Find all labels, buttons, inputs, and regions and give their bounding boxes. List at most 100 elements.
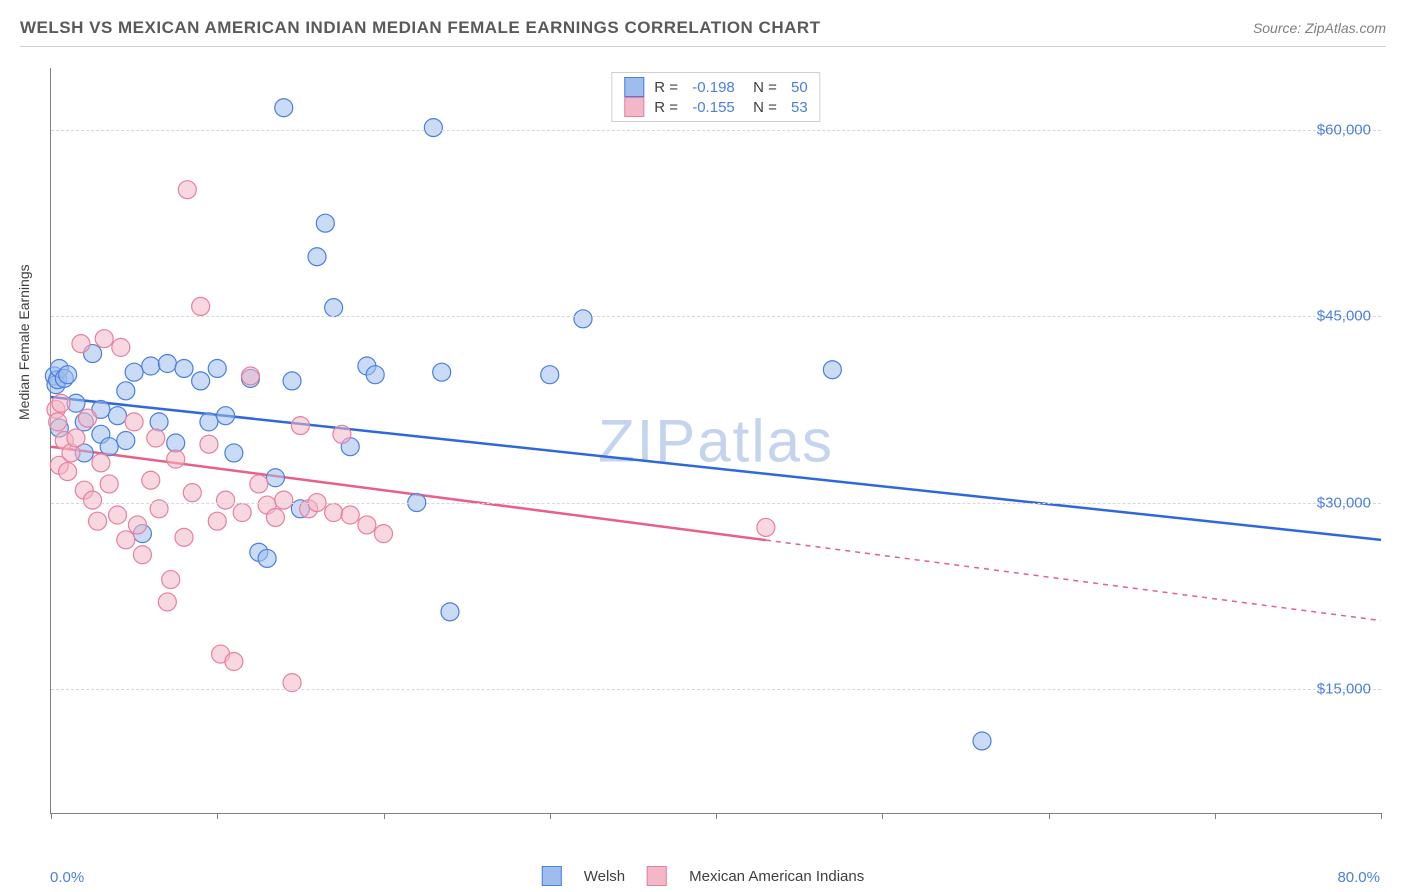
source-attribution: Source: ZipAtlas.com <box>1253 20 1386 36</box>
r-value-welsh: -0.198 <box>692 79 735 96</box>
data-point <box>308 248 326 266</box>
legend-swatch-mexican <box>647 866 667 886</box>
series-legend: Welsh Mexican American Indians <box>542 866 865 886</box>
data-point <box>142 471 160 489</box>
data-point <box>242 367 260 385</box>
y-tick-label: $60,000 <box>1317 122 1371 139</box>
data-point <box>167 434 185 452</box>
data-point <box>92 454 110 472</box>
swatch-welsh <box>624 77 644 97</box>
data-point <box>49 413 67 431</box>
data-point <box>366 366 384 384</box>
data-point <box>757 518 775 536</box>
trend-line-extrapolated <box>766 540 1381 620</box>
y-axis-label: Median Female Earnings <box>16 264 32 420</box>
gridline <box>51 503 1381 504</box>
x-tick <box>1381 813 1382 819</box>
data-point <box>258 549 276 567</box>
header: WELSH VS MEXICAN AMERICAN INDIAN MEDIAN … <box>20 18 1386 47</box>
data-point <box>67 429 85 447</box>
y-tick-label: $15,000 <box>1317 680 1371 697</box>
data-point <box>147 429 165 447</box>
x-tick <box>550 813 551 819</box>
data-point <box>973 732 991 750</box>
data-point <box>200 435 218 453</box>
data-point <box>117 432 135 450</box>
data-point <box>100 438 118 456</box>
legend-swatch-welsh <box>542 866 562 886</box>
data-point <box>59 366 77 384</box>
data-point <box>233 504 251 522</box>
data-point <box>208 512 226 530</box>
data-point <box>541 366 559 384</box>
x-tick <box>51 813 52 819</box>
n-value-welsh: 50 <box>791 79 808 96</box>
x-tick <box>217 813 218 819</box>
data-point <box>225 653 243 671</box>
data-point <box>266 508 284 526</box>
chart-title: WELSH VS MEXICAN AMERICAN INDIAN MEDIAN … <box>20 18 821 38</box>
data-point <box>52 394 70 412</box>
data-point <box>100 475 118 493</box>
swatch-mexican <box>624 97 644 117</box>
data-point <box>178 181 196 199</box>
data-point <box>358 516 376 534</box>
data-point <box>424 119 442 137</box>
x-tick <box>716 813 717 819</box>
data-point <box>128 516 146 534</box>
data-point <box>117 382 135 400</box>
legend-row-welsh: R = -0.198 N = 50 <box>624 77 807 97</box>
data-point <box>117 531 135 549</box>
plot-area: ZIPatlas R = -0.198 N = 50 R = -0.155 N … <box>50 68 1381 814</box>
data-point <box>150 413 168 431</box>
data-point <box>341 506 359 524</box>
y-tick-label: $30,000 <box>1317 494 1371 511</box>
data-point <box>823 361 841 379</box>
data-point <box>175 528 193 546</box>
data-point <box>72 335 90 353</box>
gridline <box>51 689 1381 690</box>
data-point <box>167 450 185 468</box>
data-point <box>325 299 343 317</box>
r-value-mexican: -0.155 <box>692 99 735 116</box>
data-point <box>441 603 459 621</box>
data-point <box>433 363 451 381</box>
x-tick <box>1215 813 1216 819</box>
data-point <box>158 355 176 373</box>
data-point <box>125 413 143 431</box>
data-point <box>375 525 393 543</box>
legend-row-mexican: R = -0.155 N = 53 <box>624 97 807 117</box>
data-point <box>175 359 193 377</box>
data-point <box>192 372 210 390</box>
data-point <box>112 338 130 356</box>
y-tick-label: $45,000 <box>1317 308 1371 325</box>
data-point <box>89 512 107 530</box>
data-point <box>142 357 160 375</box>
data-point <box>316 214 334 232</box>
data-point <box>225 444 243 462</box>
data-point <box>109 506 127 524</box>
trend-line <box>51 447 766 540</box>
n-value-mexican: 53 <box>791 99 808 116</box>
data-point <box>162 571 180 589</box>
data-point <box>59 463 77 481</box>
data-point <box>325 504 343 522</box>
data-point <box>250 475 268 493</box>
data-point <box>109 407 127 425</box>
data-point <box>275 99 293 117</box>
data-point <box>208 359 226 377</box>
data-point <box>84 491 102 509</box>
scatter-svg <box>51 68 1381 813</box>
data-point <box>200 413 218 431</box>
gridline <box>51 316 1381 317</box>
chart-container: WELSH VS MEXICAN AMERICAN INDIAN MEDIAN … <box>0 0 1406 892</box>
data-point <box>217 491 235 509</box>
data-point <box>283 372 301 390</box>
data-point <box>95 330 113 348</box>
x-axis-max: 80.0% <box>1337 869 1380 886</box>
x-tick <box>1049 813 1050 819</box>
legend-label-welsh: Welsh <box>584 868 625 885</box>
data-point <box>192 297 210 315</box>
x-axis-min: 0.0% <box>50 869 84 886</box>
data-point <box>266 469 284 487</box>
